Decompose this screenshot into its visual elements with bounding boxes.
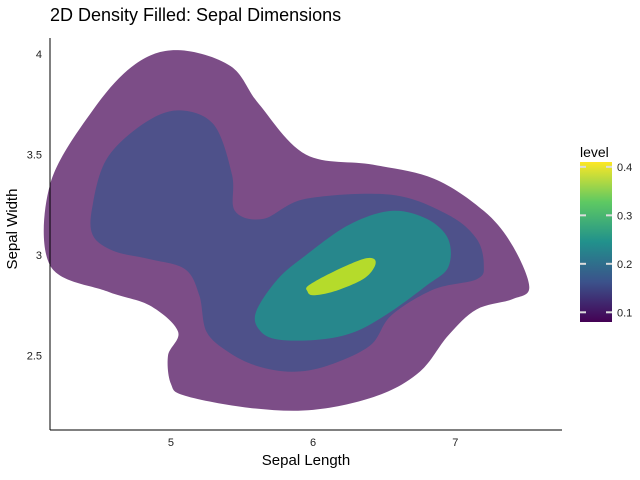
x-axis-title: Sepal Length — [262, 452, 350, 469]
y-tick-label: 2.5 — [27, 351, 42, 363]
x-axis-ticks: 5 6 7 — [168, 437, 459, 449]
legend-colorbar — [580, 162, 612, 322]
legend-tick-label: 0.1 — [617, 307, 632, 319]
y-tick-label: 3.5 — [27, 150, 42, 162]
y-axis-ticks: 2.5 3 3.5 4 — [27, 49, 42, 363]
x-tick-label: 6 — [310, 437, 316, 449]
density-contours — [43, 50, 530, 411]
y-tick-label: 4 — [36, 49, 42, 61]
y-tick-label: 3 — [36, 250, 42, 262]
y-axis-title: Sepal Width — [4, 189, 21, 270]
chart-title: 2D Density Filled: Sepal Dimensions — [50, 5, 341, 25]
legend-tick-label: 0.4 — [617, 162, 632, 174]
x-tick-label: 7 — [452, 437, 458, 449]
legend-tick-label: 0.2 — [617, 259, 632, 271]
x-tick-label: 5 — [168, 437, 174, 449]
legend-title: level — [580, 144, 609, 160]
contour-level-0-4 — [306, 257, 376, 296]
color-legend: level 0.1 0.2 0.3 0.4 — [580, 144, 632, 322]
axes — [49, 38, 562, 431]
legend-tick-label: 0.3 — [617, 210, 632, 222]
legend-ticks: 0.1 0.2 0.3 0.4 — [580, 162, 632, 319]
